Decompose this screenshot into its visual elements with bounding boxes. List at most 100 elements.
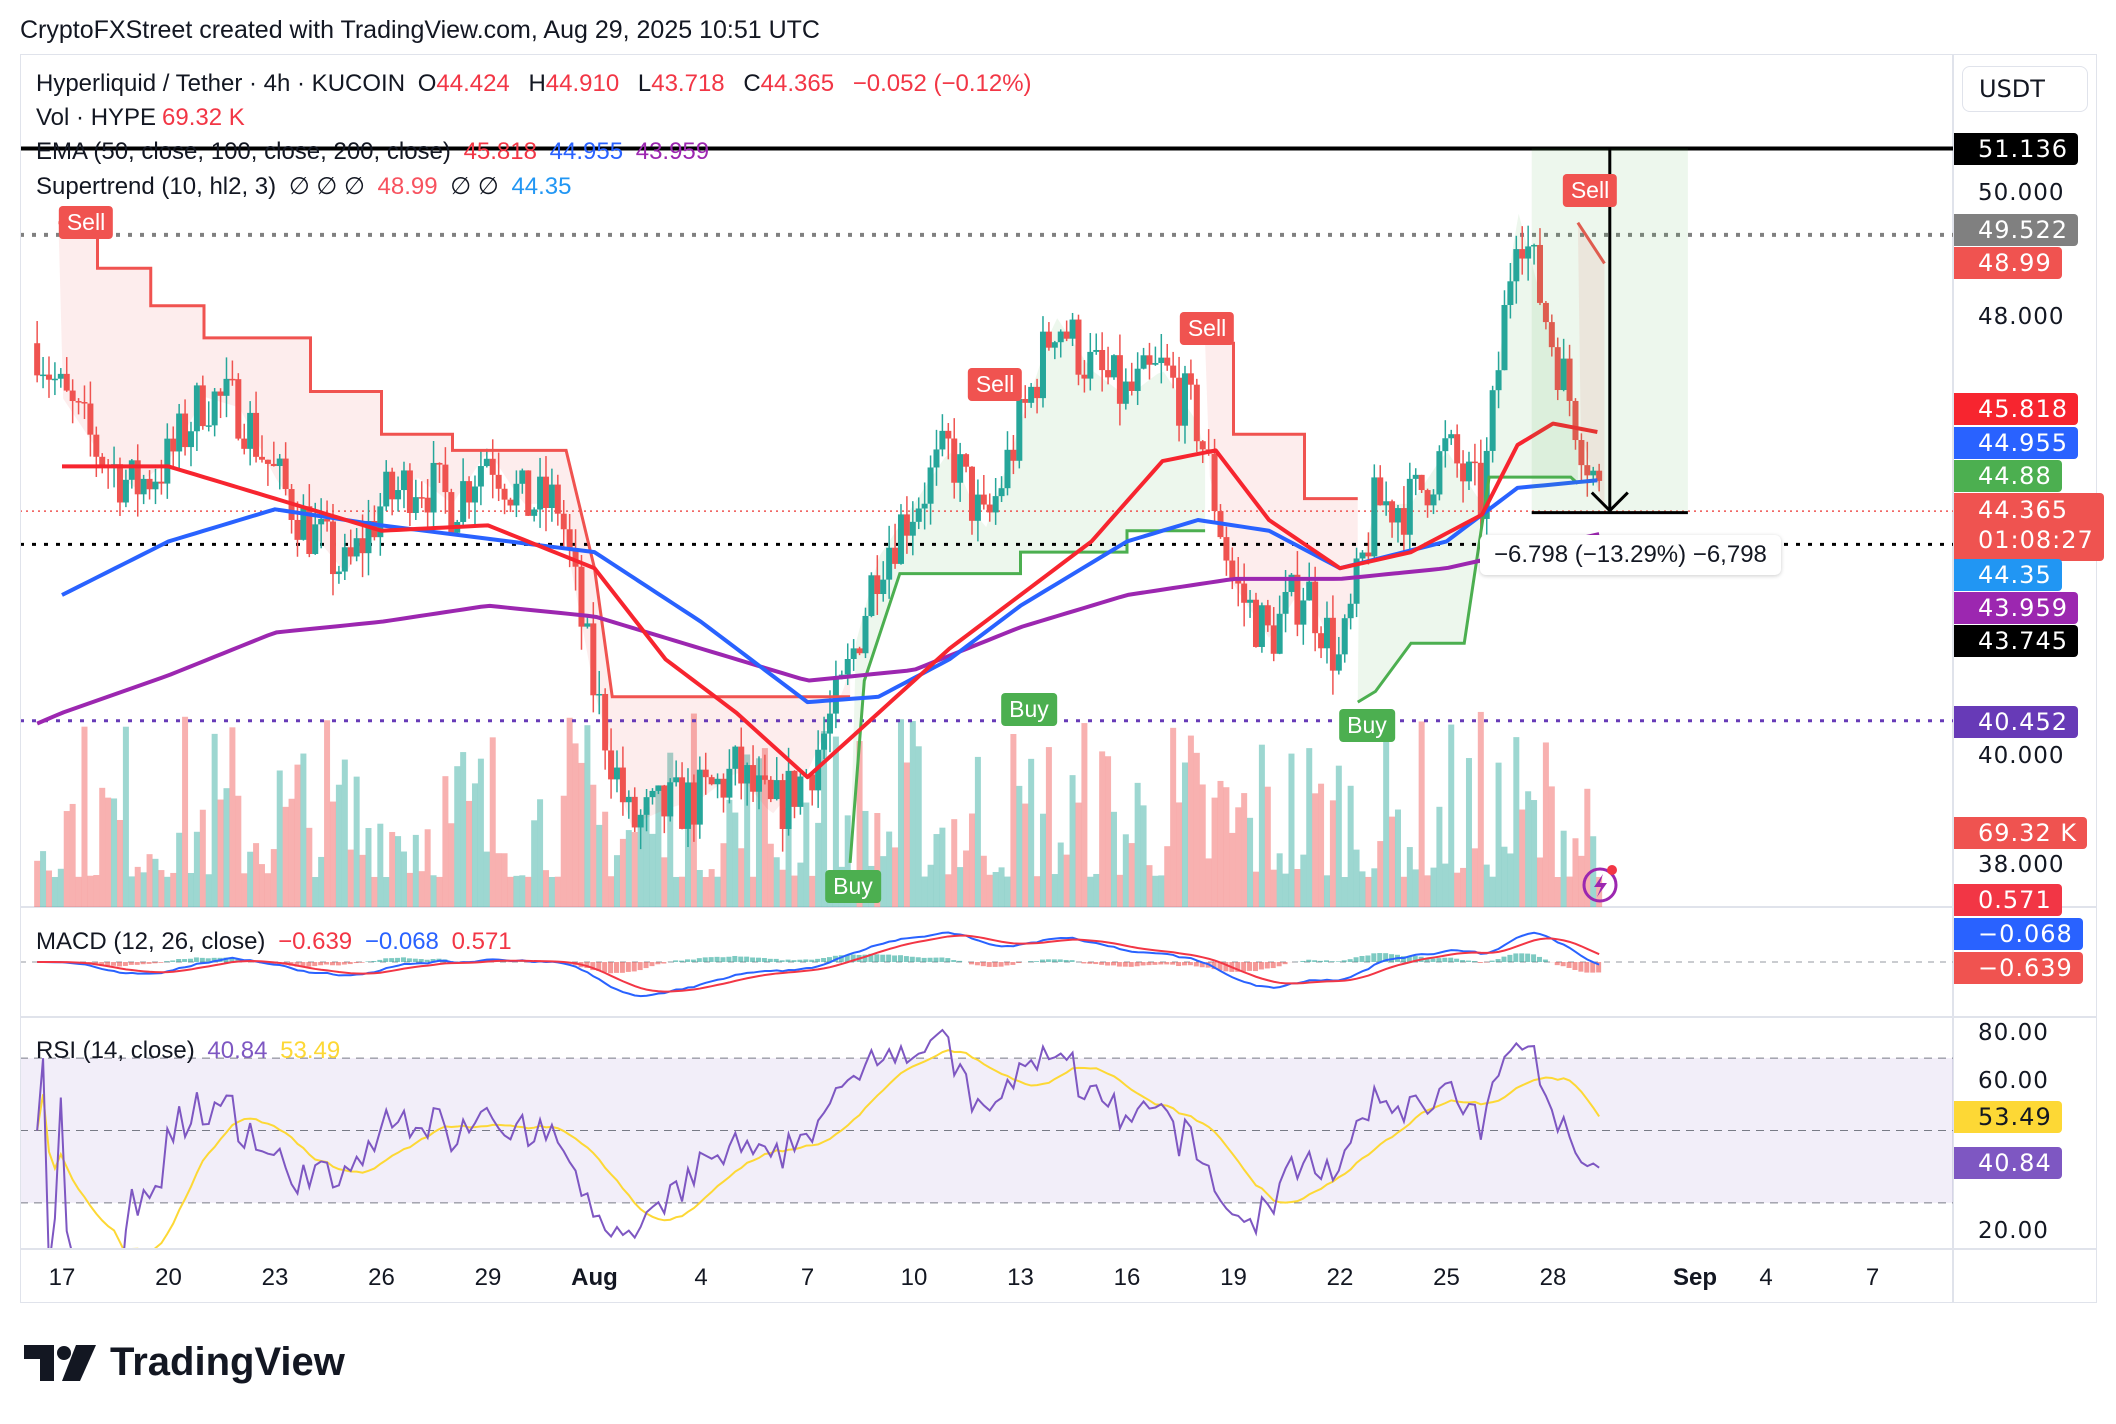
macd-histogram-bar [1252,962,1258,972]
candle-body [1051,342,1058,348]
candle-body [193,385,200,432]
measure-tool[interactable] [1531,148,1688,515]
candle-body [785,770,792,829]
candle-body [448,492,455,533]
volume-bar [1193,752,1200,907]
macd-histogram-bar [1525,953,1531,962]
macd-histogram-bar [838,955,844,962]
volume-bar [986,874,993,907]
macd-histogram-bar [980,962,986,967]
candle-body [223,378,230,396]
volume-bar [1063,854,1070,907]
volume-bar [1483,864,1490,907]
candle-body [1436,451,1443,495]
supertrend-empty-values: ∅ ∅ ∅ [288,173,365,200]
candle-body [1365,552,1372,557]
candle-body [34,343,41,376]
volume-bar [1247,817,1254,907]
candle-body [400,470,407,491]
date-tick: Aug [571,1264,618,1291]
volume-bar [803,802,810,907]
volume-bar [93,875,100,907]
symbol-legend[interactable]: Hyperliquid / Tether · 4h · KUCOIN O44.4… [36,70,1038,98]
candle-body [176,413,183,452]
candle-body [1389,501,1396,523]
volume-bar [661,857,668,907]
volume-bar [797,862,804,907]
candle-body [1010,449,1017,461]
volume-bar [596,824,603,907]
macd-histogram-bar [933,957,939,962]
macd-histogram-bar [1406,955,1412,962]
volume-bar [1584,788,1591,907]
tag-rsi: 40.84 [1954,1147,2062,1179]
candle-body [1093,349,1100,352]
ema-legend[interactable]: EMA (50, close, 100, close, 200, close) … [36,138,715,166]
volume-bar [1122,834,1129,907]
candle-body [525,470,532,516]
macd-legend[interactable]: MACD (12, 26, close) −0.639 −0.068 0.571 [36,928,518,956]
volume-bar [1519,809,1526,907]
candle-body [63,373,70,391]
candle-body [1312,581,1319,634]
tag-support-low: 40.452 [1954,706,2078,738]
rsi-legend[interactable]: RSI (14, close) 40.84 53.49 [36,1037,346,1065]
volume-bar [963,850,970,907]
macd-histogram-bar [673,960,679,962]
candle-body [93,434,100,457]
candle-body [726,768,733,798]
volume-bar [87,875,94,907]
volume-bar [1075,802,1082,907]
volume-bar [602,811,609,907]
supertrend-down-value: 44.35 [511,173,572,200]
price-tick: 50.000 [1978,180,2065,206]
macd-histogram-bar [1424,957,1430,962]
candle-body [1353,558,1360,604]
candle-body [424,497,431,513]
candle-body [1193,384,1200,442]
macd-histogram-bar [389,958,395,962]
candle-body [1471,461,1478,464]
candle-body [886,547,893,580]
candle-body [436,462,443,465]
candle-body [513,483,520,506]
date-tick: 13 [1007,1264,1034,1291]
candle-body [1400,508,1407,535]
volume-bar [454,766,461,907]
macd-histogram-bar [1087,962,1093,964]
tradingview-logo[interactable]: TradingView [24,1340,345,1385]
candle-body [1075,319,1082,375]
supertrend-label: Supertrend (10, hl2, 3) [36,173,277,200]
volume-bar [1383,711,1390,907]
currency-button[interactable]: USDT [1962,66,2088,112]
candle-body [1371,477,1378,557]
macd-histogram-bar [1572,962,1578,970]
volume-bar [921,876,928,907]
macd-histogram-bar [294,962,300,967]
supertrend-zone [1577,222,1605,512]
rsi-ma-value: 53.49 [280,1037,341,1064]
volume-bar [235,795,242,907]
candle-body [241,438,248,449]
volume-legend[interactable]: Vol · HYPE 69.32 K [36,104,251,132]
close-label: C [743,70,761,97]
macd-histogram-bar [696,958,702,962]
macd-histogram-bar [324,962,330,965]
volume-bar [1436,806,1443,907]
candle-body [619,767,626,803]
volume-bar [1394,809,1401,907]
volume-bar [1181,762,1188,907]
macd-histogram-bar [1270,962,1276,969]
candle-body [1554,347,1561,391]
volume-bar [1010,733,1017,907]
change-value: −0.052 (−0.12%) [852,70,1032,97]
macd-histogram-bar [365,961,371,962]
supertrend-zone [58,222,851,825]
candle-body [590,623,597,696]
macd-histogram-bar [1383,953,1389,962]
candle-body [318,518,325,525]
alert-icon[interactable] [1582,865,1618,903]
macd-histogram-bar [1028,961,1034,962]
supertrend-legend[interactable]: Supertrend (10, hl2, 3) ∅ ∅ ∅ 48.99 ∅ ∅ … [36,172,578,201]
